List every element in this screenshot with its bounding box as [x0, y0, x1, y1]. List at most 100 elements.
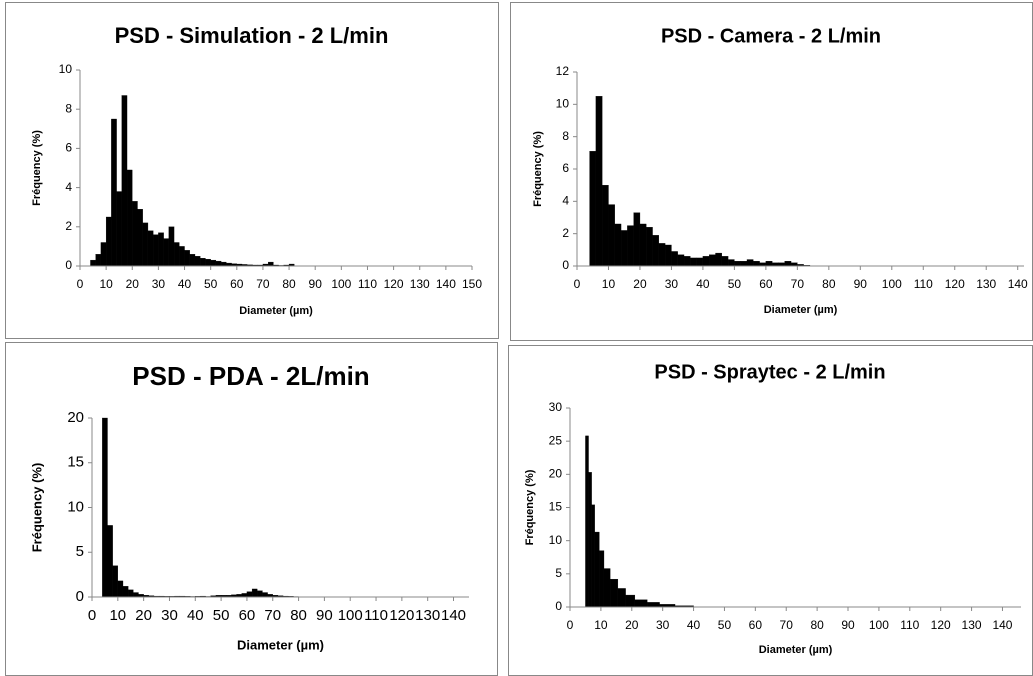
x-tick-label: 90 [316, 607, 333, 624]
bar [702, 256, 710, 267]
bar [268, 261, 274, 267]
bar [784, 260, 792, 267]
x-tick-label: 60 [239, 607, 256, 624]
x-tick-label: 140 [436, 277, 456, 291]
y-axis-label: Fréquency (%) [524, 469, 536, 545]
y-tick-label: 4 [65, 180, 72, 194]
x-tick-label: 20 [135, 607, 152, 624]
bar [715, 252, 722, 267]
x-tick-label: 40 [187, 607, 204, 624]
bar [105, 216, 112, 267]
x-tick-label: 130 [976, 277, 996, 291]
bar [137, 209, 143, 267]
x-tick-label: 0 [567, 618, 574, 632]
bar [107, 525, 113, 598]
bar [163, 238, 170, 267]
y-axis-label: Fréquency (%) [532, 131, 544, 207]
x-tick-label: 40 [687, 618, 701, 632]
bar [126, 169, 133, 267]
bar [594, 531, 600, 608]
bar [158, 232, 164, 267]
bar [262, 592, 268, 598]
bar [153, 234, 159, 267]
y-tick-label: 2 [562, 226, 569, 240]
bar [132, 201, 138, 267]
bar [634, 599, 648, 608]
x-tick-label: 100 [869, 618, 889, 632]
bar [614, 223, 622, 267]
bar [610, 578, 619, 608]
x-tick-label: 70 [791, 277, 805, 291]
bar [690, 257, 697, 267]
x-tick-label: 120 [384, 277, 404, 291]
bar [765, 260, 773, 267]
bar [602, 185, 609, 267]
x-tick-label: 80 [290, 607, 307, 624]
y-tick-label: 0 [65, 258, 72, 272]
x-tick-label: 70 [264, 607, 281, 624]
x-tick-label: 40 [696, 277, 710, 291]
bar [200, 258, 206, 267]
y-tick-label: 0 [562, 258, 569, 272]
bar [664, 244, 672, 267]
x-tick-label: 110 [358, 277, 377, 291]
x-tick-label: 100 [331, 277, 351, 291]
x-tick-label: 70 [780, 618, 794, 632]
bar [599, 550, 605, 608]
bar [721, 256, 729, 267]
bar [112, 565, 118, 598]
x-tick-label: 100 [338, 607, 363, 624]
bar [709, 254, 716, 267]
x-tick-label: 50 [204, 277, 218, 291]
bar [210, 259, 217, 267]
bar [100, 242, 107, 267]
bar [215, 260, 222, 267]
bar [128, 589, 134, 598]
bar [753, 260, 760, 267]
y-tick-label: 6 [562, 161, 569, 175]
y-tick-label: 20 [549, 467, 563, 481]
x-tick-label: 40 [178, 277, 192, 291]
bar [617, 588, 626, 608]
y-tick-label: 10 [59, 62, 73, 76]
y-tick-label: 8 [562, 129, 569, 143]
bar [658, 243, 666, 267]
x-tick-label: 20 [126, 277, 140, 291]
x-tick-label: 10 [602, 277, 616, 291]
y-tick-label: 12 [556, 64, 570, 78]
bar [189, 254, 196, 267]
x-tick-label: 130 [410, 277, 430, 291]
bar [646, 227, 653, 267]
bar [671, 251, 678, 267]
bar [603, 568, 611, 608]
bar [734, 260, 741, 267]
x-tick-label: 110 [914, 277, 933, 291]
y-tick-label: 2 [65, 219, 72, 233]
bar [591, 504, 595, 608]
x-tick-label: 120 [389, 607, 414, 624]
bar [179, 246, 185, 267]
x-tick-label: 10 [99, 277, 113, 291]
y-tick-label: 5 [76, 543, 84, 560]
x-tick-label: 100 [882, 277, 902, 291]
y-tick-label: 25 [549, 433, 563, 447]
chart-title: PSD - PDA - 2L/min [132, 361, 369, 391]
x-tick-label: 30 [152, 277, 166, 291]
x-tick-label: 130 [962, 618, 982, 632]
bar [740, 260, 748, 267]
bar [184, 250, 190, 267]
x-tick-label: 50 [718, 618, 732, 632]
bar [683, 256, 691, 267]
y-tick-label: 10 [67, 498, 84, 515]
x-tick-label: 60 [749, 618, 763, 632]
x-tick-label: 110 [900, 618, 919, 632]
x-tick-label: 10 [109, 607, 126, 624]
x-tick-label: 120 [931, 618, 951, 632]
bar [194, 256, 201, 267]
panel-border [5, 2, 499, 339]
x-tick-label: 90 [854, 277, 868, 291]
bar [147, 230, 154, 267]
bar [117, 580, 124, 598]
bar [205, 258, 211, 267]
